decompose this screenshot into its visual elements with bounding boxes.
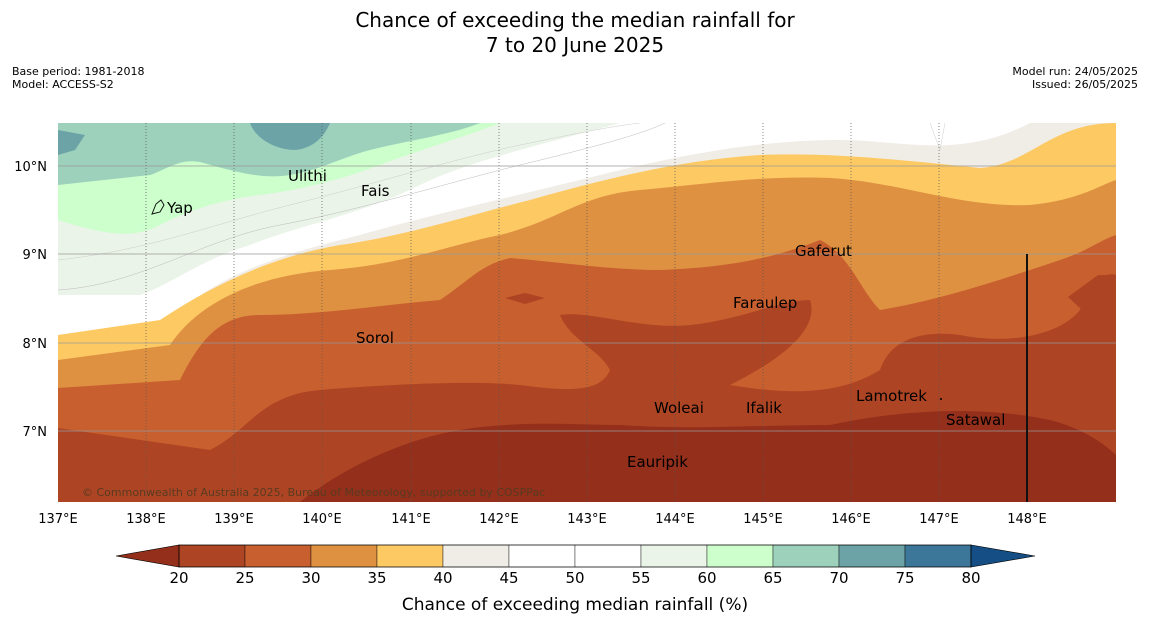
cb-tick-35: 35 (367, 569, 386, 587)
colorbar-cells (178, 544, 972, 568)
colorbar-cell (838, 544, 906, 568)
place-gaferut: Gaferut (795, 242, 852, 260)
lon-146e: 146°E (831, 512, 871, 527)
cb-tick-30: 30 (301, 569, 320, 587)
place-woleai: Woleai (654, 399, 704, 417)
lon-138e: 138°E (126, 512, 166, 527)
cb-tick-25: 25 (235, 569, 254, 587)
meta-left: Base period: 1981-2018 Model: ACCESS-S2 (12, 65, 144, 91)
patch-20-25-mid (505, 293, 545, 304)
map-title: Chance of exceeding the median rainfall … (0, 8, 1150, 58)
issued-date: Issued: 26/05/2025 (1031, 78, 1138, 91)
colorbar-cell (574, 544, 642, 568)
colorbar-cell (178, 544, 246, 568)
lon-144e: 144°E (655, 512, 695, 527)
colorbar-cell (772, 544, 840, 568)
colorbar-max-arrow (970, 544, 1036, 568)
place-lamotrek: Lamotrek (856, 387, 927, 405)
lon-145e: 145°E (743, 512, 783, 527)
cb-tick-80: 80 (961, 569, 980, 587)
place-ulithi: Ulithi (288, 167, 327, 185)
place-sorol: Sorol (356, 329, 394, 347)
lon-147e: 147°E (919, 512, 959, 527)
lon-148e: 148°E (1007, 512, 1047, 527)
cb-tick-50: 50 (565, 569, 584, 587)
meridians (145, 123, 940, 502)
colorbar-cell (508, 544, 576, 568)
lon-142e: 142°E (479, 512, 519, 527)
place-eauripik: Eauripik (627, 453, 688, 471)
title-line-1: Chance of exceeding the median rainfall … (355, 8, 795, 32)
colorbar-min-arrow (115, 544, 180, 568)
cb-tick-20: 20 (169, 569, 188, 587)
colorbar-cell (640, 544, 708, 568)
colorbar-ticks: 20 25 30 35 40 45 50 55 60 65 70 75 80 (169, 569, 980, 587)
colorbar-cell (442, 544, 510, 568)
colorbar-cell (244, 544, 312, 568)
colorbar-cell (376, 544, 444, 568)
lon-141e: 141°E (391, 512, 431, 527)
colorbar-cell (706, 544, 774, 568)
base-period: Base period: 1981-2018 (12, 65, 145, 78)
cb-tick-45: 45 (499, 569, 518, 587)
place-faraulep: Faraulep (733, 294, 797, 312)
rainfall-contours: Ulithi Fais Yap Gaferut Faraulep Sorol W… (58, 123, 1116, 502)
colorbar-frame (178, 544, 972, 568)
colorbar: 20 25 30 35 40 45 50 55 60 65 70 75 80 C… (115, 544, 1036, 615)
lon-140e: 140°E (302, 512, 342, 527)
lat-10n: 10°N (14, 160, 47, 175)
yap-island-outline (151, 199, 165, 215)
place-satawal: Satawal (946, 411, 1005, 429)
lat-9n: 9°N (23, 248, 48, 263)
parallels (58, 165, 1116, 432)
cb-tick-70: 70 (829, 569, 848, 587)
band-lt-20 (300, 410, 1116, 502)
place-yap: Yap (166, 199, 193, 217)
place-ifalik: Ifalik (746, 399, 782, 417)
cb-tick-60: 60 (697, 569, 716, 587)
title-line-2: 7 to 20 June 2025 (485, 33, 665, 57)
band-70-75-b (58, 130, 85, 155)
model-name: Model: ACCESS-S2 (12, 78, 114, 91)
meta-right: Model run: 24/05/2025 Issued: 26/05/2025 (1012, 65, 1138, 91)
lon-143e: 143°E (567, 512, 607, 527)
lon-137e: 137°E (38, 512, 78, 527)
cb-tick-55: 55 (631, 569, 650, 587)
lon-139e: 139°E (214, 512, 254, 527)
colorbar-title: Chance of exceeding median rainfall (%) (402, 595, 748, 615)
lat-7n: 7°N (23, 425, 48, 440)
longitude-labels: 137°E 138°E 139°E 140°E 141°E 142°E 143°… (38, 512, 1047, 527)
band-70-75 (250, 123, 330, 150)
band-65-70 (58, 123, 480, 185)
cb-tick-40: 40 (433, 569, 452, 587)
cb-tick-75: 75 (895, 569, 914, 587)
latitude-labels: 10°N 9°N 8°N 7°N (14, 160, 47, 440)
lat-8n: 8°N (23, 337, 48, 352)
copyright-text: © Commonwealth of Australia 2025, Bureau… (82, 486, 545, 499)
place-labels: Ulithi Fais Yap Gaferut Faraulep Sorol W… (166, 167, 1005, 471)
model-run: Model run: 24/05/2025 (1012, 65, 1138, 78)
patch-20-25-east (1068, 275, 1116, 322)
island-dot (940, 398, 942, 400)
colorbar-cell (310, 544, 378, 568)
colorbar-cell (904, 544, 972, 568)
place-fais: Fais (361, 182, 390, 200)
cb-tick-65: 65 (763, 569, 782, 587)
